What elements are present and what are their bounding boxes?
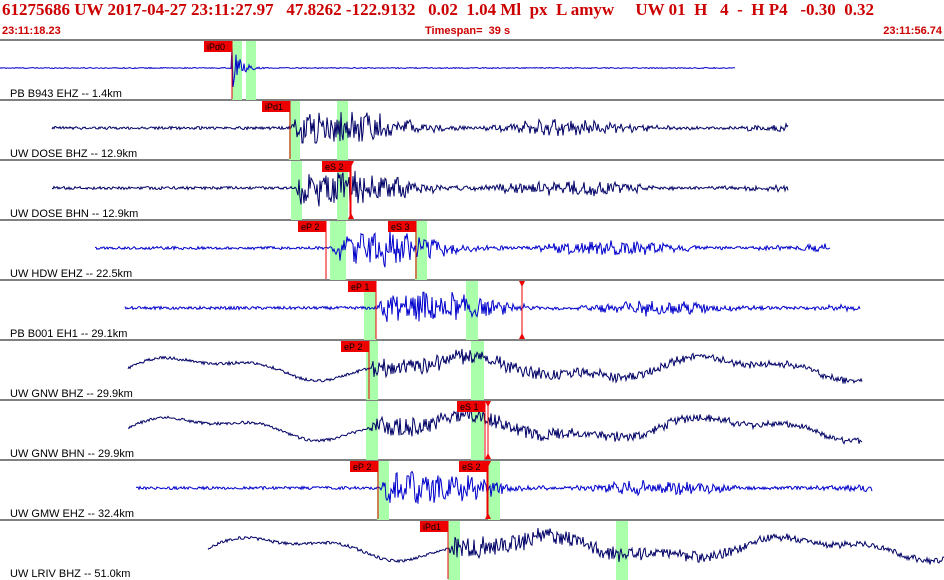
pick-window	[337, 101, 348, 160]
timespan-label: Timespan= 39 s	[425, 25, 511, 37]
trace-row[interactable]: eP 2 eS 3 UW HDW EHZ -- 22.5km	[10, 221, 831, 280]
waveform	[127, 406, 863, 445]
trace-label: UW GMW EHZ -- 32.4km	[10, 508, 134, 520]
pick-label: eP 2	[353, 462, 371, 472]
pick-window	[337, 161, 348, 220]
pick-label: eP 2	[344, 342, 362, 352]
pick-window	[466, 281, 478, 340]
pick-label: eS 1	[460, 402, 479, 412]
waveform	[94, 230, 831, 268]
waveform	[51, 170, 789, 207]
trace-label: UW HDW EHZ -- 22.5km	[10, 268, 132, 280]
trace-row[interactable]: eP 2 eS 2 UW GMW EHZ -- 32.4km	[10, 461, 873, 520]
trace-label: UW DOSE BHN -- 12.9km	[10, 208, 138, 220]
pick-window	[377, 461, 389, 520]
pick-label: iPd0	[207, 42, 225, 52]
pick-flag	[322, 161, 350, 172]
pick-window	[415, 221, 427, 280]
pick-label: eP 2	[301, 222, 319, 232]
waveform	[207, 527, 944, 565]
waveform	[127, 348, 863, 384]
pick-label: eS 2	[325, 162, 344, 172]
pick-flag	[350, 461, 378, 472]
pick-flag	[262, 101, 290, 112]
trace-row[interactable]: iPd0 PB B943 EHZ -- 1.4km	[0, 41, 736, 100]
header-bar: 61275686 UW 2017-04-27 23:11:27.97 47.82…	[0, 0, 944, 40]
pick-flag	[459, 461, 487, 472]
pick-window	[364, 281, 376, 340]
pick-window	[471, 341, 484, 400]
trace-label: PB B001 EH1 -- 29.1km	[10, 328, 127, 340]
end-time: 23:11:56.74	[883, 25, 942, 37]
trace-row[interactable]: eP 1 PB B001 EH1 -- 29.1km	[10, 281, 861, 340]
waveform	[124, 291, 861, 322]
trace-label: PB B943 EHZ -- 1.4km	[10, 88, 122, 100]
pick-flag	[204, 41, 232, 52]
pick-window	[330, 221, 346, 280]
pick-flag	[341, 341, 369, 352]
trace-row[interactable]: eS 1 UW GNW BHN -- 29.9km	[10, 401, 863, 460]
trace-row[interactable]: iPd1 UW LRIV BHZ -- 51.0km	[10, 521, 944, 580]
pick-label: eP 1	[351, 282, 369, 292]
trace-label: UW LRIV BHZ -- 51.0km	[10, 568, 130, 580]
waveform	[51, 111, 789, 144]
trace-label: UW GNW BHN -- 29.9km	[10, 448, 134, 460]
pick-flag	[388, 221, 416, 232]
event-title: 61275686 UW 2017-04-27 23:11:27.97 47.82…	[2, 0, 875, 19]
pick-label: iPd1	[423, 522, 441, 532]
pick-flag	[348, 281, 376, 292]
pick-label: iPd1	[265, 102, 283, 112]
pick-flag	[457, 401, 485, 412]
trace-row[interactable]: iPd1 UW DOSE BHZ -- 12.9km	[10, 101, 789, 160]
trace-row[interactable]: eP 2 UW GNW BHZ -- 29.9km	[10, 341, 863, 400]
pick-flag	[298, 221, 326, 232]
pick-window	[616, 521, 628, 580]
pick-flag	[420, 521, 448, 532]
pick-label: eS 3	[391, 222, 410, 232]
pick-label: eS 2	[462, 462, 481, 472]
pick-window	[246, 41, 256, 100]
trace-row[interactable]: eS 2 UW DOSE BHN -- 12.9km	[10, 161, 789, 220]
waveform	[0, 46, 736, 87]
pick-window	[289, 101, 300, 160]
trace-label: UW DOSE BHZ -- 12.9km	[10, 148, 137, 160]
trace-label: UW GNW BHZ -- 29.9km	[10, 388, 133, 400]
waveform	[135, 470, 873, 504]
start-time: 23:11:18.23	[2, 25, 61, 37]
